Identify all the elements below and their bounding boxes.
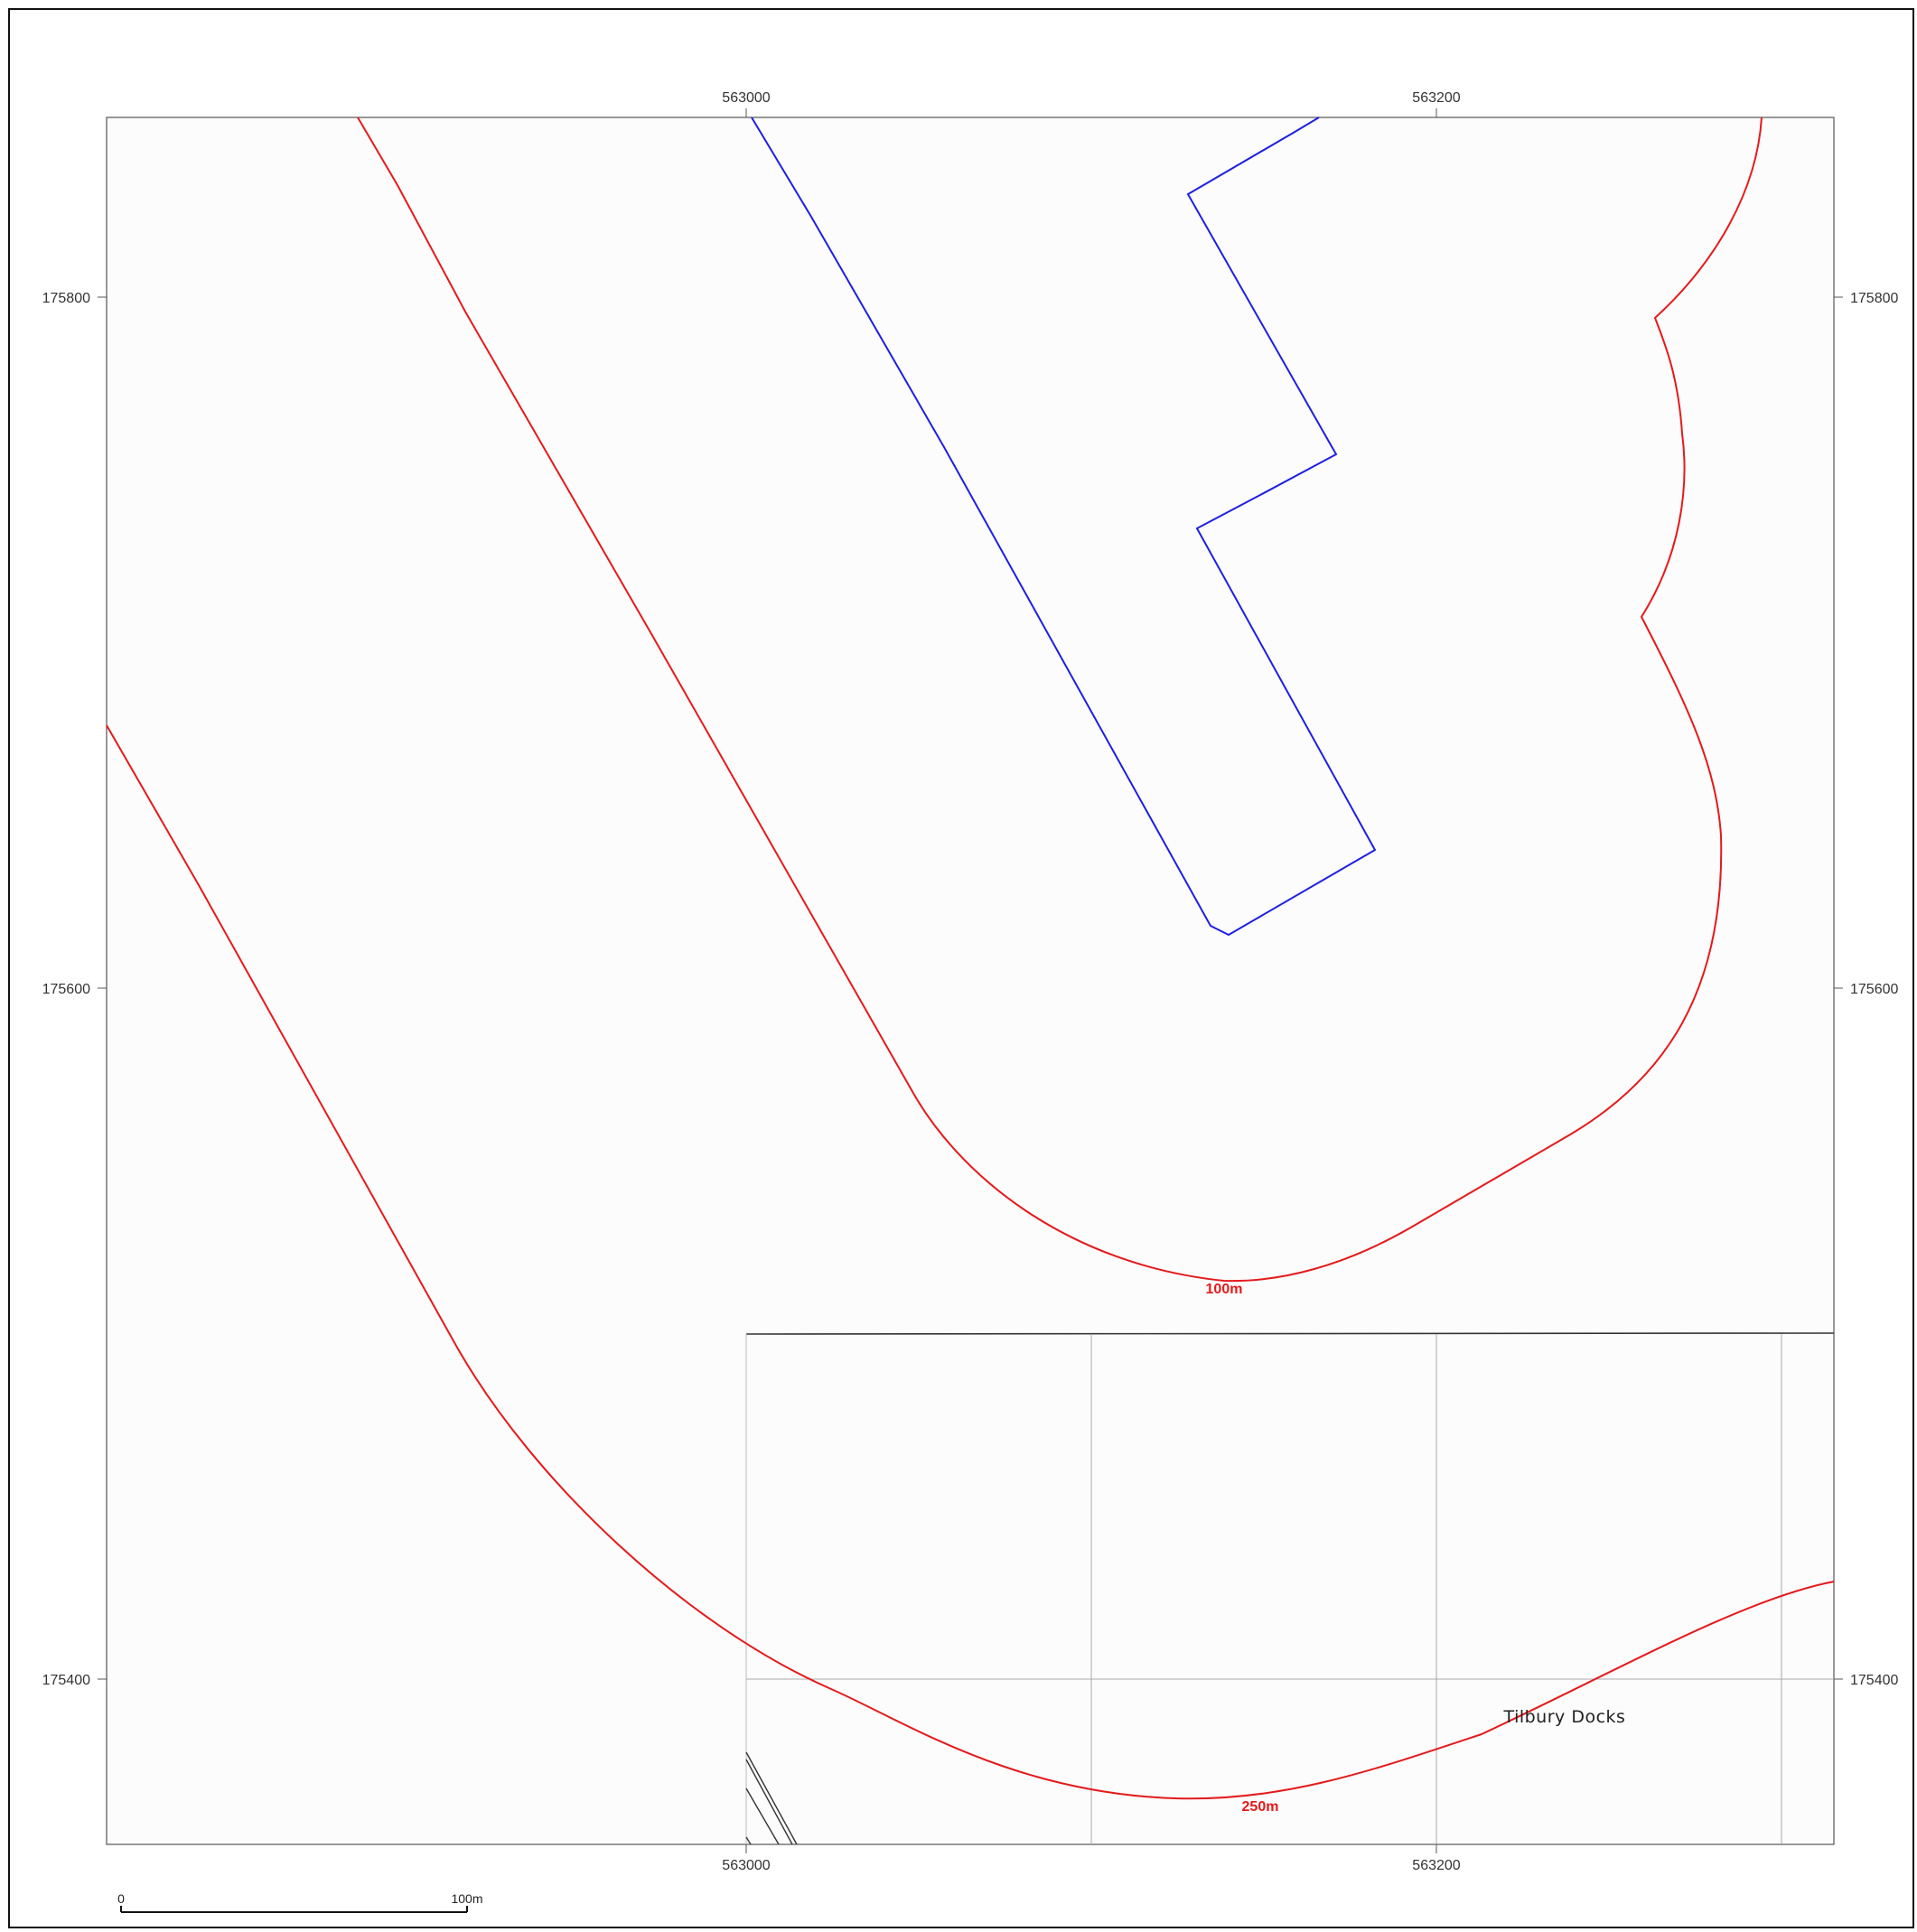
site-boundary-polygon xyxy=(751,117,1377,937)
base-map-lines xyxy=(745,1332,1835,1844)
buffer-100m-line xyxy=(357,117,1763,1283)
northing-label-left-175400: 175400 xyxy=(42,1673,90,1688)
northing-label-left-175800: 175800 xyxy=(42,291,90,306)
map-panel xyxy=(106,117,1835,1845)
buffer-100m-label: 100m xyxy=(1206,1282,1243,1297)
place-name-label: Tilbury Docks xyxy=(1503,1707,1626,1727)
northing-label-right-175800: 175800 xyxy=(1850,291,1898,306)
scale-bar-end-label: 100m xyxy=(451,1891,482,1906)
railway-lines xyxy=(745,1751,798,1845)
easting-label-bottom-563000: 563000 xyxy=(722,1858,770,1873)
buffer-250m-line xyxy=(106,724,1835,1800)
scale-bar: 0 100m xyxy=(117,1891,483,1913)
northing-label-right-175400: 175400 xyxy=(1850,1673,1898,1688)
northing-label-left-175600: 175600 xyxy=(42,982,90,997)
scale-bar-start-label: 0 xyxy=(117,1891,125,1906)
buffer-250m-label: 250m xyxy=(1242,1799,1279,1815)
easting-label-top-563200: 563200 xyxy=(1412,90,1460,106)
easting-label-top-563000: 563000 xyxy=(722,90,770,106)
easting-label-bottom-563200: 563200 xyxy=(1412,1858,1460,1873)
northing-label-right-175600: 175600 xyxy=(1850,982,1898,997)
